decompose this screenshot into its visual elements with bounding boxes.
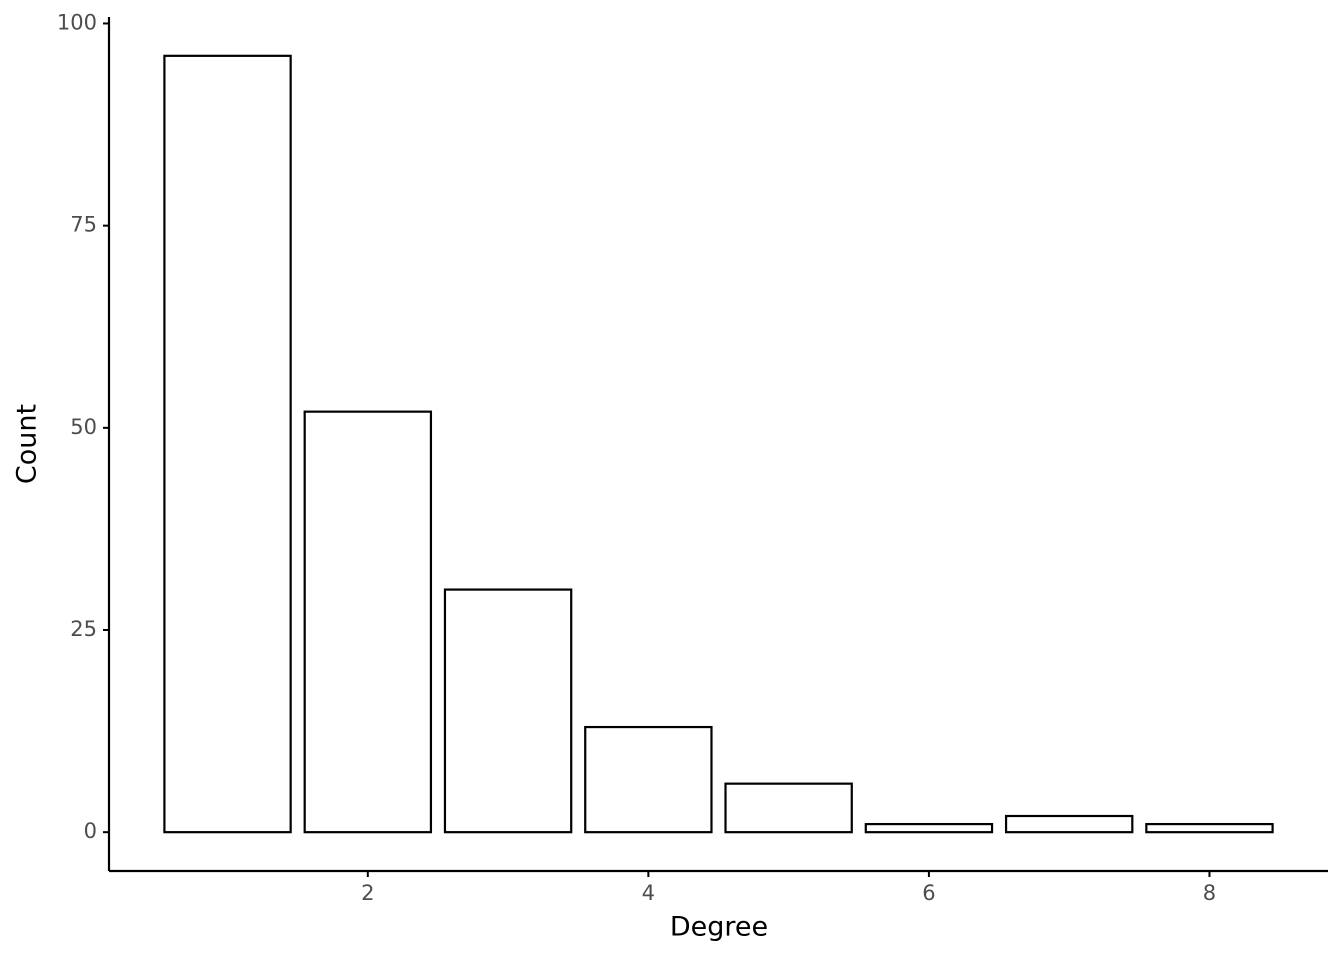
bar [163, 54, 292, 834]
bar [724, 782, 853, 834]
x-tick-label: 4 [642, 881, 655, 905]
x-tick-label: 2 [361, 881, 374, 905]
x-tick-label: 6 [922, 881, 935, 905]
y-axis-label: Count [12, 404, 43, 484]
x-tick-label: 8 [1203, 881, 1216, 905]
y-tick-label: 0 [84, 819, 97, 843]
bar [1004, 814, 1134, 834]
y-tick-label: 100 [57, 10, 97, 34]
y-tick-label: 50 [70, 415, 97, 439]
bar [443, 588, 573, 834]
bar [1145, 822, 1274, 834]
bar [584, 725, 713, 834]
x-axis-label: Degree [670, 912, 768, 943]
bar [864, 822, 994, 834]
bar [303, 410, 433, 834]
y-tick-label: 25 [70, 617, 97, 641]
y-tick-label: 75 [70, 213, 97, 237]
